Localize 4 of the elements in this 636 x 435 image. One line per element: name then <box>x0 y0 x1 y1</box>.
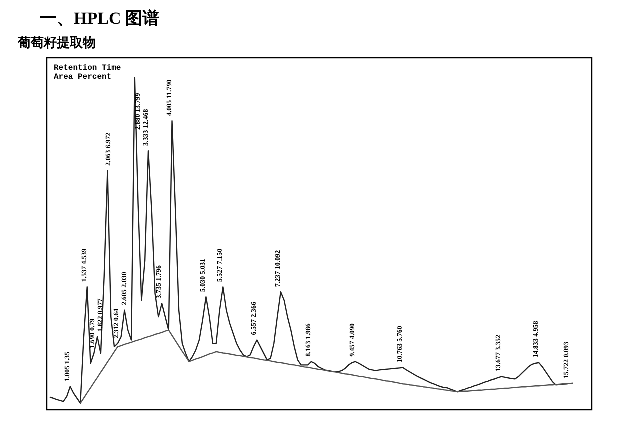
text: Retention Time <box>54 64 122 73</box>
chart-title: 一、HPLC 图谱 <box>40 9 160 28</box>
annotation: Area Percent <box>54 73 112 82</box>
chart-subtitle: 葡萄籽提取物 <box>17 35 96 50</box>
